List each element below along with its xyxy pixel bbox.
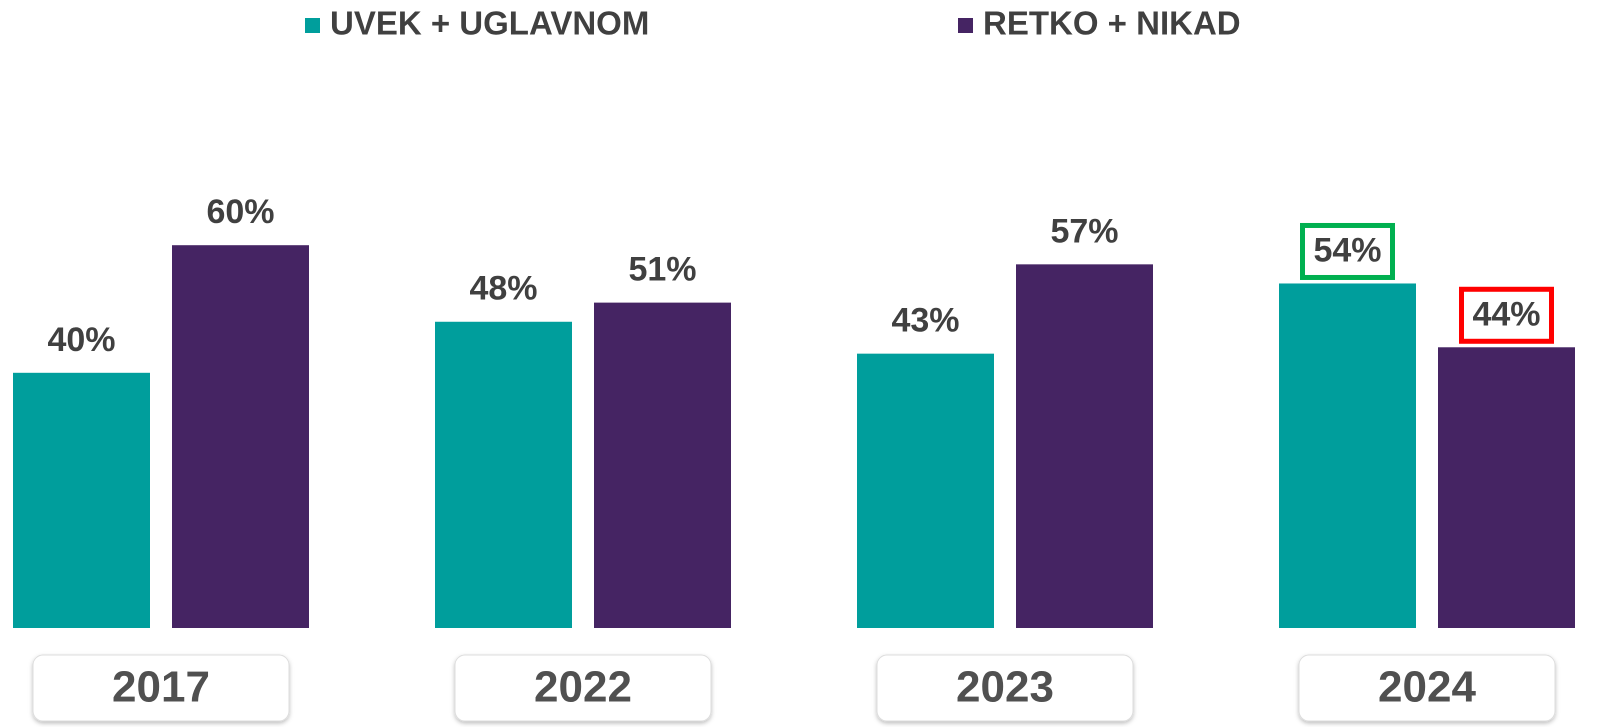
category-box: [876, 654, 1134, 722]
legend-label: RETKO + NIKAD: [983, 5, 1241, 42]
bar: [1016, 264, 1153, 628]
x-tick-label: 2017: [112, 663, 210, 712]
category-box: [454, 654, 712, 722]
bar: [857, 353, 994, 628]
category-box: [1298, 654, 1556, 722]
bar: [13, 372, 150, 628]
bar: [1438, 347, 1575, 628]
value-label: 44%: [1472, 295, 1540, 333]
label-highlight: [1300, 222, 1395, 280]
x-tick-label: 2022: [534, 663, 632, 712]
legend-label: UVEK + UGLAVNOM: [330, 5, 649, 42]
category-box: [32, 654, 290, 722]
legend-swatch: [958, 18, 973, 33]
bar: [172, 245, 309, 628]
x-tick-label: 2023: [956, 663, 1054, 712]
value-label: 43%: [891, 302, 959, 340]
value-label: 48%: [469, 270, 537, 308]
value-label: 40%: [47, 321, 115, 359]
bar: [594, 302, 731, 628]
bar: [435, 321, 572, 628]
value-label: 54%: [1313, 231, 1381, 269]
x-tick-label: 2024: [1378, 663, 1476, 712]
label-highlight: [1459, 286, 1554, 344]
value-label: 60%: [206, 193, 274, 231]
legend-swatch: [305, 18, 320, 33]
value-label: 57%: [1050, 212, 1118, 250]
value-label: 51%: [628, 251, 696, 289]
bar: [1279, 283, 1416, 628]
